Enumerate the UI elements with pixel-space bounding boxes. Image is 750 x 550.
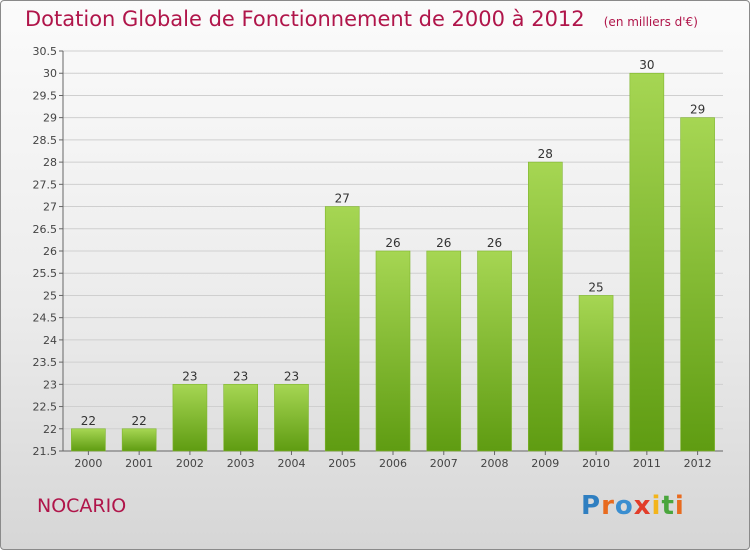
bar: [223, 384, 258, 452]
data-label: 22: [81, 414, 96, 428]
y-tick-label: 30: [43, 67, 57, 80]
bar-chart: 21.5 22 22.5 23 23.5 24 24.5 25 25.5 26 26.5 27 27.5…: [33, 45, 723, 470]
y-tick-label: 25: [43, 289, 57, 302]
x-tick-label: 2001: [125, 457, 153, 470]
y-tick-label: 23.5: [33, 356, 58, 369]
bar: [680, 117, 715, 452]
y-tick-label: 28: [43, 156, 57, 169]
data-label: 28: [538, 147, 553, 161]
logo-letter: o: [614, 491, 634, 521]
bar: [528, 161, 563, 452]
x-tick-label: 2010: [582, 457, 610, 470]
data-label: 26: [487, 236, 502, 250]
y-tick-label: 27: [43, 201, 57, 214]
data-label: 26: [385, 236, 400, 250]
data-label: 29: [690, 103, 705, 117]
y-tick-label: 29.5: [33, 89, 58, 102]
chart-title: Dotation Globale de Fonctionnement de 20…: [25, 7, 585, 31]
y-tick-label: 22.5: [33, 401, 58, 414]
y-tick-label: 28.5: [33, 134, 58, 147]
bar: [71, 428, 106, 452]
y-tick-label: 29: [43, 112, 57, 125]
x-tick-label: 2009: [531, 457, 559, 470]
chart-subtitle: (en milliers d'€): [603, 15, 698, 29]
x-tick-label: 2005: [328, 457, 356, 470]
data-label: 22: [132, 414, 147, 428]
logo-letter: r: [601, 491, 615, 521]
x-tick-label: 2002: [176, 457, 204, 470]
commune-name: NOCARIO: [37, 495, 127, 517]
x-tick-label: 2000: [74, 457, 102, 470]
x-tick-label: 2012: [684, 457, 712, 470]
bar: [324, 206, 360, 452]
y-tick-label: 23: [43, 378, 57, 391]
y-tick-label: 26.5: [33, 223, 58, 236]
bar: [274, 384, 309, 452]
bar: [629, 72, 665, 452]
data-label: 26: [436, 236, 451, 250]
x-tick-label: 2011: [633, 457, 661, 470]
y-tick-label: 30.5: [33, 45, 58, 58]
logo-letter: P: [581, 491, 602, 521]
logo-letter: t: [661, 491, 675, 521]
title-row: Dotation Globale de Fonctionnement de 20…: [25, 7, 698, 31]
bar: [172, 384, 208, 452]
data-label: 23: [182, 369, 197, 383]
bar: [121, 428, 157, 452]
x-tick-label: 2006: [379, 457, 407, 470]
y-tick-label: 24.5: [33, 312, 58, 325]
bar: [578, 295, 614, 452]
y-tick-label: 21.5: [33, 445, 58, 458]
y-tick-label: 26: [43, 245, 57, 258]
bar: [375, 250, 411, 452]
data-label: 23: [284, 369, 299, 383]
x-tick-label: 2004: [277, 457, 305, 470]
data-label: 27: [335, 192, 350, 206]
x-tick-label: 2003: [227, 457, 255, 470]
y-tick-label: 27.5: [33, 178, 58, 191]
data-label: 25: [588, 280, 603, 294]
y-tick-label: 22: [43, 423, 57, 436]
bar: [477, 250, 512, 452]
x-tick-label: 2007: [430, 457, 458, 470]
y-tick-label: 25.5: [33, 267, 58, 280]
logo-letter: i: [651, 491, 662, 521]
logo-letter: x: [633, 491, 652, 521]
proxiti-logo: Proxiti: [581, 491, 685, 521]
x-tick-label: 2008: [481, 457, 509, 470]
y-tick-label: 24: [43, 334, 57, 347]
data-label: 30: [639, 58, 654, 72]
data-label: 23: [233, 369, 248, 383]
bar: [426, 250, 462, 452]
logo-letter: i: [674, 491, 685, 521]
